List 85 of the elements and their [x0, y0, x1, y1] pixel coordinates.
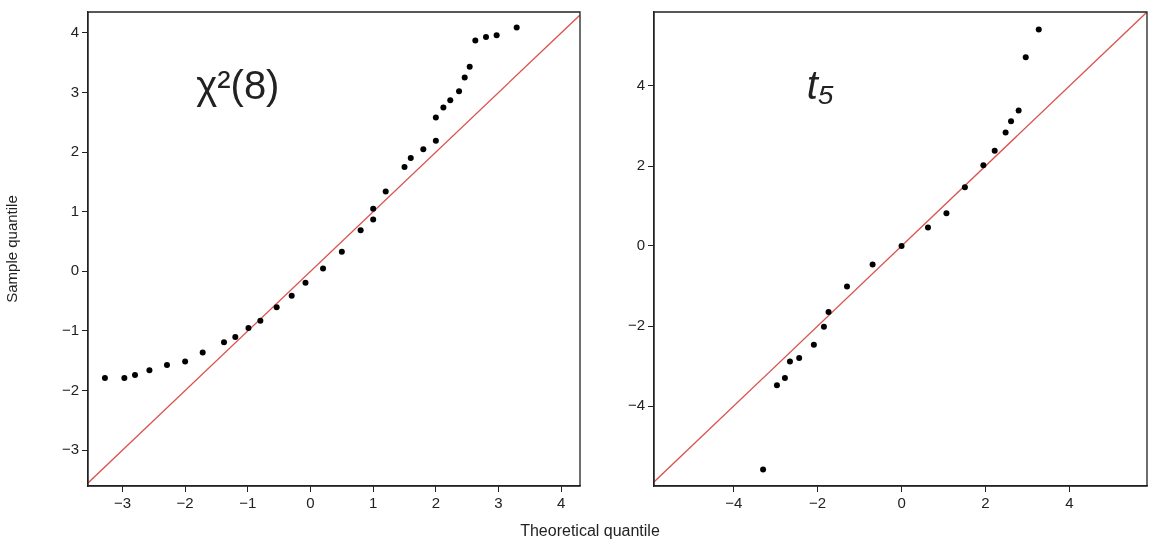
point: [232, 333, 239, 340]
point: [447, 97, 454, 104]
x-tick-label: −4: [725, 494, 743, 512]
point: [844, 283, 850, 290]
point: [869, 261, 876, 268]
point: [370, 216, 377, 223]
point: [466, 63, 473, 70]
y-tick-label: 4: [636, 76, 645, 94]
x-axis-title: Theoretical quantile: [520, 522, 660, 540]
point: [456, 88, 463, 95]
point: [288, 292, 295, 299]
y-tick-label: −2: [627, 316, 645, 334]
y-axis-title: Sample quantile: [3, 195, 21, 303]
point: [320, 265, 327, 272]
x-tick-label: 2: [431, 494, 441, 512]
point: [493, 32, 500, 39]
point: [199, 349, 206, 356]
x-tick-label: 3: [494, 494, 503, 512]
x-tick-label: 4: [1065, 494, 1074, 512]
y-tick-label: 1: [70, 201, 79, 219]
point: [132, 372, 139, 379]
point: [401, 164, 408, 171]
point: [245, 325, 252, 331]
point: [338, 248, 345, 255]
annotation: t₅: [806, 62, 835, 107]
point: [146, 367, 153, 374]
x-tick-label: 4: [557, 494, 566, 512]
y-tick-label: 3: [70, 82, 79, 100]
x-tick-label: 1: [369, 494, 378, 512]
point: [440, 104, 447, 111]
point: [432, 137, 439, 144]
x-tick-label: 0: [306, 494, 315, 512]
x-tick-label: −3: [113, 494, 132, 512]
point: [472, 37, 479, 44]
point: [1008, 118, 1015, 125]
x-tick-label: 0: [897, 494, 906, 512]
point: [370, 205, 377, 212]
point: [991, 147, 998, 154]
point: [796, 355, 803, 361]
y-tick-label: 2: [636, 156, 645, 174]
point: [182, 358, 189, 365]
y-tick-label: 4: [70, 23, 79, 41]
point: [163, 361, 170, 368]
y-tick-label: 2: [70, 142, 79, 160]
point: [302, 279, 309, 286]
point: [961, 184, 968, 191]
point: [1015, 107, 1022, 114]
point: [781, 375, 788, 381]
x-tick-label: −2: [176, 494, 194, 512]
point: [820, 323, 827, 330]
point: [407, 155, 414, 162]
point: [432, 114, 439, 121]
point: [943, 210, 950, 217]
point: [773, 382, 780, 389]
y-tick-label: −4: [627, 396, 645, 414]
point: [382, 188, 389, 195]
point: [273, 304, 280, 311]
point: [1035, 26, 1042, 33]
annotation: χ²(8): [196, 62, 280, 107]
point: [420, 146, 427, 153]
point: [980, 162, 987, 169]
y-tick-label: −1: [61, 321, 79, 339]
point: [101, 375, 108, 382]
y-tick-label: −2: [61, 380, 79, 398]
point: [810, 341, 817, 348]
point: [257, 317, 264, 324]
point: [461, 74, 468, 81]
point: [1002, 129, 1009, 136]
point: [898, 243, 905, 249]
x-tick-label: −2: [809, 494, 827, 512]
y-tick-label: 0: [636, 236, 645, 254]
point: [760, 466, 767, 473]
point: [924, 224, 931, 231]
y-tick-label: −3: [61, 440, 79, 458]
point: [357, 227, 364, 234]
point: [482, 34, 489, 41]
point: [825, 309, 832, 315]
point: [1022, 54, 1029, 61]
point: [786, 358, 793, 365]
x-tick-label: −1: [239, 494, 257, 512]
x-tick-label: 2: [981, 494, 990, 512]
point: [221, 339, 228, 346]
point: [121, 375, 128, 382]
point: [513, 24, 520, 31]
y-tick-label: 0: [70, 261, 79, 279]
